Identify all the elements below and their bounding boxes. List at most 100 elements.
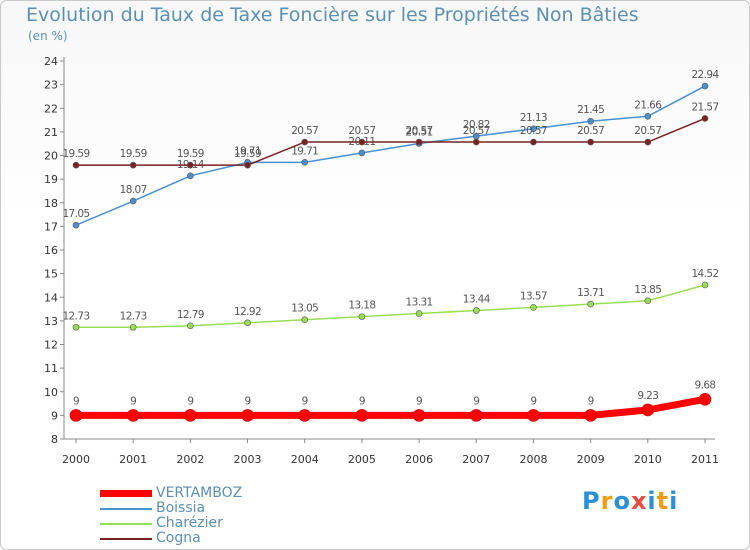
legend-item-cogna[interactable]: Cogna bbox=[100, 530, 300, 546]
legend-item-vertamboz[interactable]: VERTAMBOZ bbox=[100, 485, 300, 501]
data-point bbox=[187, 322, 194, 330]
data-label: 12.73 bbox=[120, 310, 147, 322]
data-label: 20.57 bbox=[634, 125, 661, 137]
data-label: 20.57 bbox=[520, 125, 547, 137]
data-point bbox=[641, 403, 655, 417]
data-label: 9 bbox=[416, 395, 422, 407]
y-tick-label: 19 bbox=[44, 173, 58, 186]
data-label: 20.57 bbox=[463, 125, 490, 137]
data-label: 9.23 bbox=[637, 390, 658, 402]
data-label: 17.05 bbox=[62, 208, 89, 220]
data-point bbox=[415, 138, 423, 146]
data-label: 19.59 bbox=[120, 148, 147, 160]
data-label: 12.79 bbox=[177, 309, 204, 321]
data-point bbox=[644, 297, 652, 305]
chart-title: Evolution du Taux de Taxe Foncière sur l… bbox=[26, 4, 639, 26]
x-tick-label: 2003 bbox=[234, 453, 262, 466]
data-point bbox=[301, 159, 309, 166]
data-point bbox=[184, 409, 197, 422]
data-point bbox=[472, 307, 480, 314]
logo-letter: r bbox=[600, 487, 614, 515]
proxiti-logo[interactable]: Proxiti bbox=[582, 487, 678, 515]
data-point bbox=[644, 138, 652, 146]
logo-letter: x bbox=[630, 487, 648, 515]
data-point bbox=[126, 409, 140, 422]
data-point bbox=[187, 172, 194, 180]
y-tick-label: 14 bbox=[44, 291, 58, 304]
data-label: 19.59 bbox=[177, 148, 204, 160]
data-label: 19.59 bbox=[62, 148, 89, 160]
data-point bbox=[701, 115, 709, 122]
data-label: 12.92 bbox=[234, 306, 261, 318]
data-label: 13.44 bbox=[463, 293, 491, 305]
data-label: 13.31 bbox=[406, 297, 433, 309]
y-axis-unit: (en %) bbox=[28, 29, 68, 43]
legend-item-boissia[interactable]: Boissia bbox=[100, 500, 300, 516]
series-line bbox=[76, 117, 706, 166]
data-label: 9 bbox=[530, 395, 536, 407]
data-point bbox=[587, 117, 594, 125]
x-tick-label: 2005 bbox=[348, 453, 376, 466]
y-tick-label: 10 bbox=[44, 386, 58, 399]
data-label: 13.71 bbox=[577, 287, 604, 299]
data-label: 19.71 bbox=[291, 145, 318, 157]
x-tick-label: 2010 bbox=[634, 453, 662, 466]
series-line bbox=[76, 395, 706, 419]
x-tick-label: 2006 bbox=[405, 453, 433, 466]
legend-swatch bbox=[100, 508, 152, 510]
legend-item-charezier[interactable]: Charézier bbox=[100, 515, 300, 531]
series-boissia: 17.0518.0719.1419.7119.7120.1120.5120.82… bbox=[62, 69, 720, 229]
data-label: 9 bbox=[73, 395, 79, 407]
data-point bbox=[355, 409, 369, 422]
legend-label: Cogna bbox=[156, 530, 201, 546]
data-point bbox=[72, 221, 80, 229]
data-point bbox=[701, 281, 709, 289]
data-label: 21.45 bbox=[577, 104, 604, 116]
data-label: 9 bbox=[473, 395, 479, 407]
data-label: 20.51 bbox=[406, 126, 433, 138]
data-point bbox=[301, 138, 309, 146]
x-tick-label: 2007 bbox=[462, 453, 490, 466]
y-tick-label: 17 bbox=[44, 220, 58, 233]
x-tick-label: 2001 bbox=[119, 453, 147, 466]
data-label: 21.66 bbox=[634, 99, 662, 111]
data-label: 20.57 bbox=[291, 125, 318, 137]
data-point bbox=[701, 82, 709, 90]
logo-letter: o bbox=[613, 487, 631, 515]
y-tick-label: 20 bbox=[44, 150, 58, 163]
y-tick-label: 9 bbox=[51, 409, 58, 422]
legend-swatch bbox=[100, 523, 152, 525]
series-line bbox=[76, 284, 706, 329]
data-label: 9.68 bbox=[695, 379, 716, 391]
data-point bbox=[298, 409, 312, 422]
legend-label: Boissia bbox=[156, 500, 206, 516]
data-point bbox=[241, 409, 254, 422]
y-tick-label: 23 bbox=[44, 79, 58, 92]
y-tick-label: 16 bbox=[44, 244, 58, 257]
logo-letter: i bbox=[647, 487, 657, 515]
data-point bbox=[244, 319, 251, 327]
data-point bbox=[72, 161, 80, 169]
data-point bbox=[415, 310, 423, 317]
data-point bbox=[129, 323, 137, 331]
x-tick-label: 2004 bbox=[291, 453, 319, 466]
y-tick-label: 24 bbox=[44, 55, 58, 68]
y-tick-label: 21 bbox=[44, 126, 58, 139]
data-point bbox=[587, 138, 594, 146]
data-label: 21.13 bbox=[520, 112, 547, 124]
y-tick-label: 11 bbox=[44, 362, 58, 375]
data-point bbox=[187, 161, 194, 169]
data-label: 13.05 bbox=[291, 303, 318, 315]
data-label: 12.73 bbox=[62, 310, 89, 322]
data-label: 21.57 bbox=[691, 101, 718, 113]
data-label: 14.52 bbox=[691, 268, 718, 280]
data-label: 9 bbox=[359, 395, 365, 407]
data-point bbox=[530, 304, 537, 311]
data-point bbox=[129, 161, 137, 169]
series-line bbox=[75, 85, 706, 226]
x-tick-label: 2009 bbox=[577, 453, 605, 466]
x-tick-label: 2000 bbox=[62, 453, 90, 466]
x-tick-label: 2002 bbox=[176, 453, 204, 466]
data-point bbox=[358, 138, 366, 146]
